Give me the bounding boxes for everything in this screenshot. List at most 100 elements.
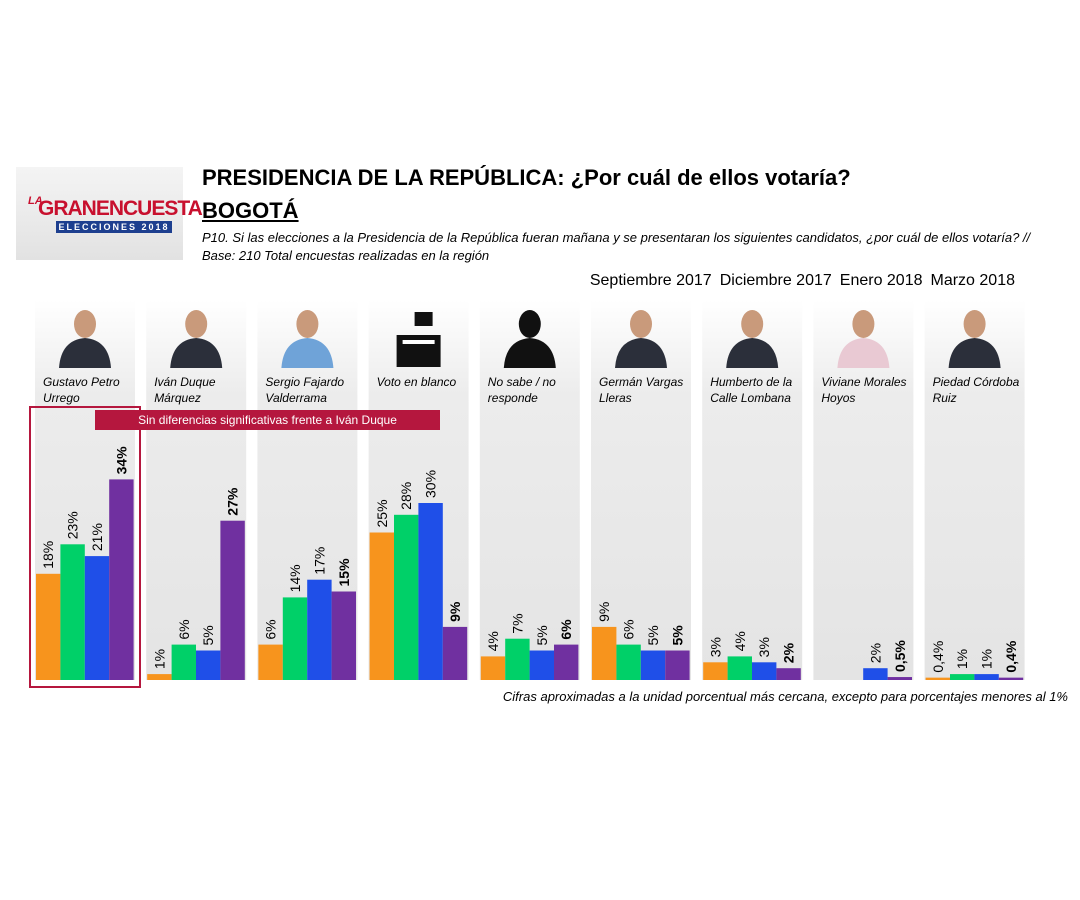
value-label: 5%: [669, 625, 685, 646]
legend-label: Marzo 2018: [930, 272, 1016, 289]
bar: [394, 514, 419, 680]
value-label: 1%: [979, 649, 995, 669]
value-label: 0,4%: [1003, 640, 1019, 672]
footnote: Cifras aproximadas a la unidad porcentua…: [502, 689, 1068, 704]
value-label: 5%: [534, 625, 550, 645]
bar: [998, 677, 1024, 680]
bar: [529, 650, 554, 680]
legend-item: Diciembre 2017: [720, 272, 832, 290]
legend: Septiembre 2017 Diciembre 2017 Enero 2018 M…: [590, 272, 1015, 290]
bar: [727, 656, 752, 680]
portrait-head: [630, 310, 652, 338]
value-label: 25%: [374, 499, 390, 527]
portrait-body: [503, 338, 556, 368]
ballot-slot: [402, 340, 435, 344]
bar: [887, 677, 912, 680]
bar: [925, 677, 950, 680]
portrait-body: [59, 338, 111, 368]
value-label: 18%: [40, 541, 56, 569]
legend-item: Septiembre 2017: [590, 272, 712, 290]
legend-label: Enero 2018: [839, 272, 923, 289]
bar: [752, 662, 777, 680]
portrait-head: [185, 310, 208, 338]
bar: [554, 644, 579, 680]
value-label: 6%: [263, 619, 279, 639]
bar: [863, 668, 888, 680]
value-label: 28%: [398, 482, 414, 510]
value-label: 4%: [485, 631, 501, 651]
bar: [442, 626, 468, 680]
value-label: 6%: [558, 619, 574, 640]
value-label: 34%: [113, 446, 129, 475]
value-label: 0,4%: [930, 641, 946, 673]
portrait-head: [74, 310, 96, 338]
bar: [258, 644, 283, 680]
ballot: [414, 312, 433, 326]
logo: LA GRANENCUESTA ELECCIONES 2018: [16, 167, 203, 260]
value-label: 30%: [423, 470, 439, 498]
bar: [974, 674, 999, 680]
value-label: 5%: [200, 625, 216, 645]
bar: [592, 626, 617, 680]
category-label: Gustavo Petro Urrego: [43, 375, 120, 405]
logo-main: GRANENCUESTA: [38, 197, 203, 220]
value-label: 2%: [867, 643, 883, 663]
logo-small: LA: [28, 195, 43, 207]
bar: [950, 674, 975, 680]
portrait-head: [518, 310, 541, 338]
subtitle: BOGOTÁ: [202, 198, 299, 223]
portrait-body: [615, 338, 667, 368]
value-label: 17%: [311, 547, 327, 575]
bar: [36, 573, 61, 680]
value-label: 14%: [287, 564, 303, 592]
ballot-box: [396, 335, 441, 367]
value-label: 7%: [509, 613, 525, 633]
logo-band: ELECCIONES 2018: [56, 221, 172, 233]
value-label: 15%: [336, 558, 352, 587]
bar: [640, 650, 666, 680]
question: P10. Si las elecciones a la Presidencia …: [202, 230, 1031, 263]
legend-label: Septiembre 2017: [589, 272, 712, 289]
legend-item: Marzo 2018: [931, 272, 1016, 290]
value-label: 3%: [707, 637, 723, 657]
portrait-head: [852, 310, 875, 338]
bar: [616, 644, 641, 680]
bar: [147, 674, 172, 680]
value-label: 0,5%: [892, 640, 908, 672]
category-label: Humberto de la Calle Lombana: [710, 375, 793, 405]
bar: [307, 579, 332, 680]
portrait-body: [948, 338, 1001, 368]
portrait-head: [296, 310, 319, 338]
bar: [480, 656, 506, 680]
legend-label: Diciembre 2017: [719, 272, 832, 289]
value-label: 2%: [781, 642, 797, 663]
portrait-body: [281, 338, 334, 368]
value-label: 6%: [176, 619, 192, 639]
category-label: Piedad Córdoba Ruiz: [932, 375, 1020, 405]
value-label: 27%: [225, 487, 241, 516]
title: PRESIDENCIA DE LA REPÚBLICA: ¿Por cuál d…: [202, 165, 851, 190]
category-label: Viviane Morales Hoyos: [821, 375, 907, 405]
value-label: 23%: [65, 511, 81, 539]
category-label: Voto en blanco: [376, 375, 457, 389]
category-label: No sabe / no responde: [487, 375, 556, 405]
legend-item: Enero 2018: [840, 272, 923, 290]
bar: [776, 668, 801, 680]
bar: [665, 650, 690, 680]
bar: [220, 520, 245, 680]
value-label: 21%: [89, 523, 105, 551]
portrait-body: [170, 338, 223, 368]
category-label: Iván Duque Márquez: [154, 375, 216, 405]
value-label: 1%: [151, 649, 167, 669]
portrait-body: [837, 338, 890, 368]
value-label: 5%: [645, 625, 661, 645]
bar: [418, 503, 443, 680]
annotation: Sin diferencias significativas frente a …: [95, 410, 440, 430]
bar: [109, 479, 134, 680]
value-label: 6%: [621, 619, 637, 639]
category-label: Germán Vargas Lleras: [599, 375, 684, 405]
highlight-box: [29, 406, 141, 688]
bar: [282, 597, 308, 680]
